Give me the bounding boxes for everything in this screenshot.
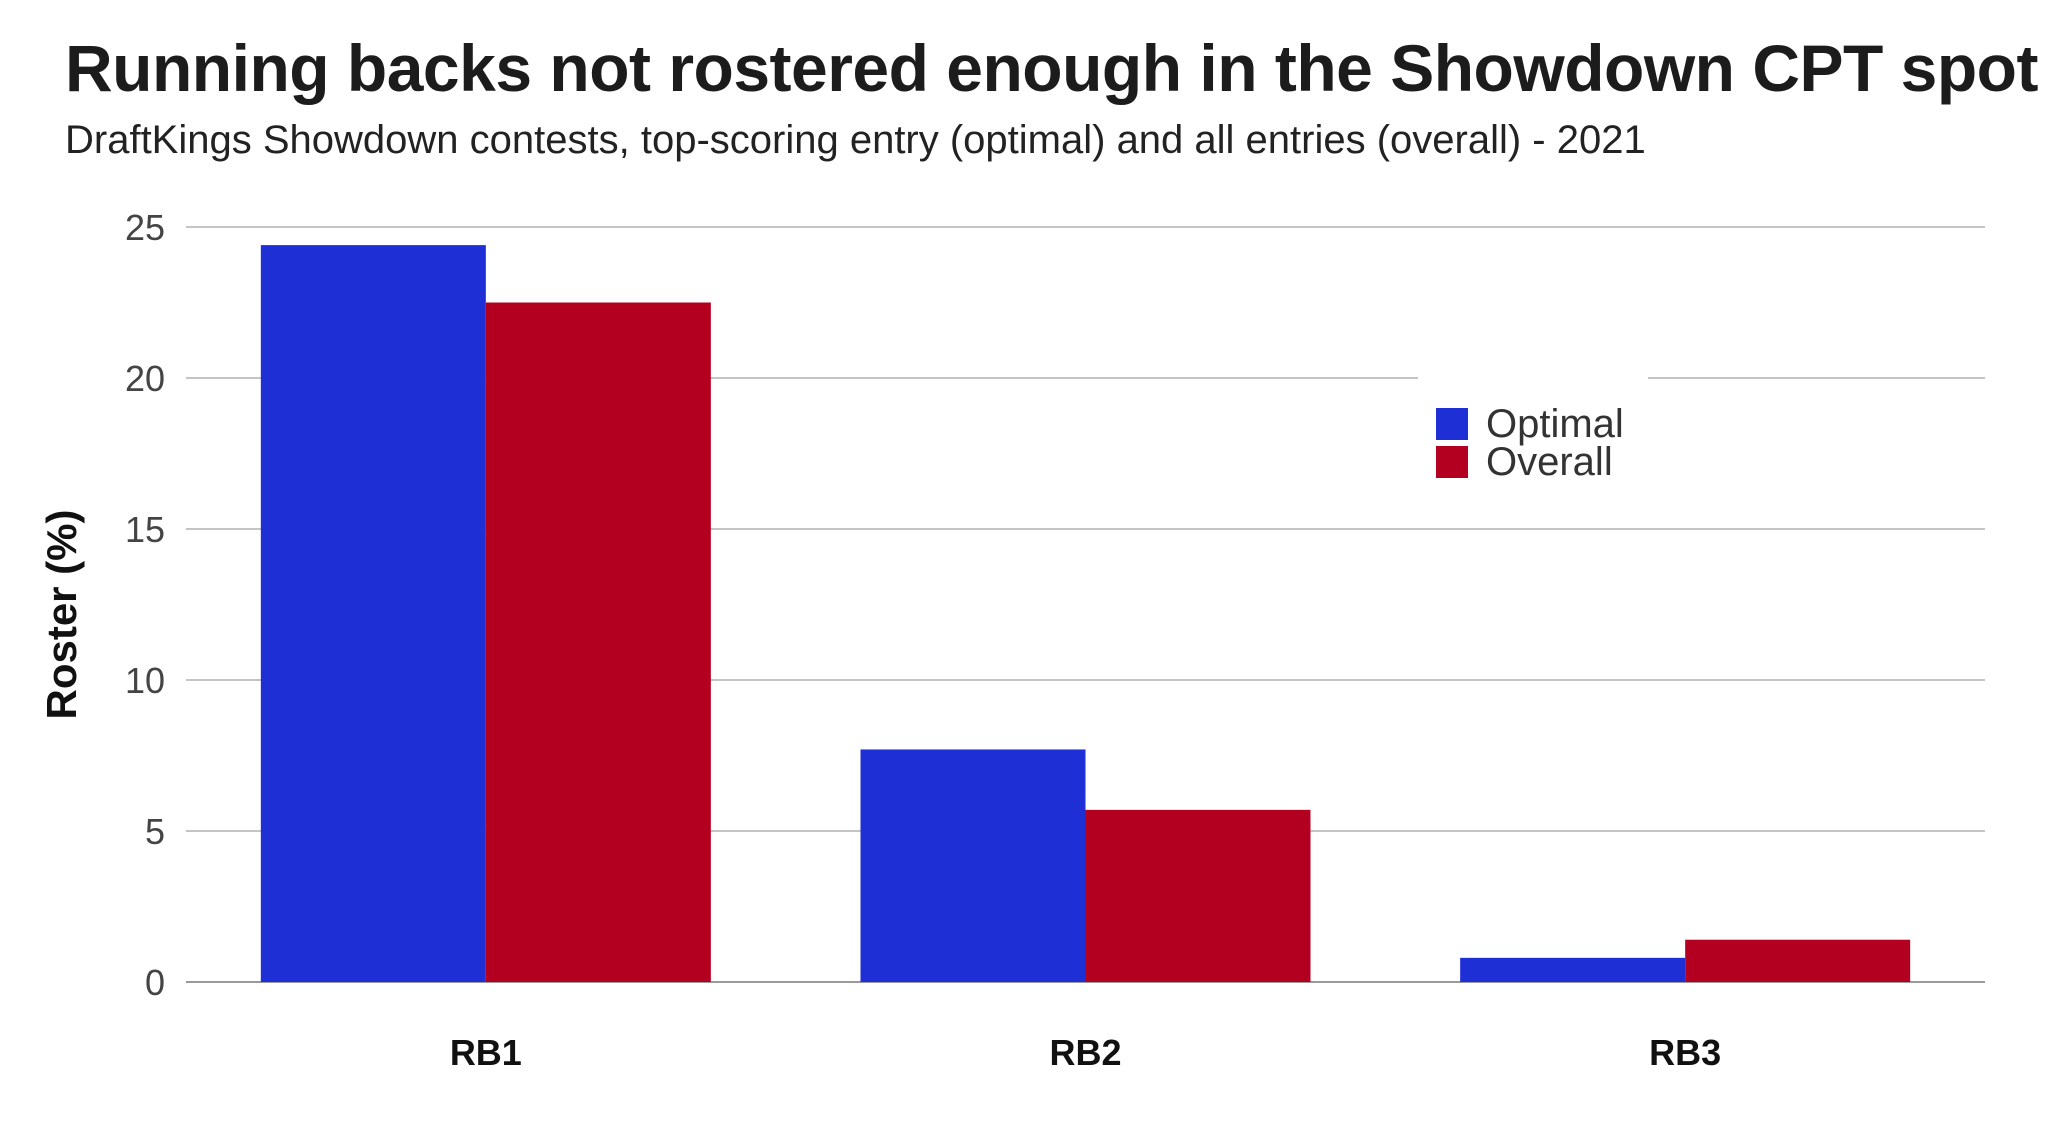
y-tick-label: 0 — [145, 962, 165, 1003]
bar-rb2-optimal — [860, 749, 1086, 982]
chart-subtitle: DraftKings Showdown contests, top-scorin… — [65, 118, 1646, 162]
y-tick-label: 20 — [125, 358, 165, 399]
axes: 0 5 10 15 20 25 RB1 RB2 RB3 Roster (%) — [38, 207, 1721, 1073]
y-tick-label: 10 — [125, 660, 165, 701]
bar-rb2-overall — [1085, 809, 1311, 982]
y-tick-label: 15 — [125, 509, 165, 550]
bar-rb1-overall — [485, 302, 711, 982]
y-tick-label: 5 — [145, 811, 165, 852]
legend-swatch-optimal — [1436, 408, 1468, 440]
bar-rb1-optimal — [260, 245, 486, 982]
bars — [260, 245, 1911, 982]
y-tick-label: 25 — [125, 207, 165, 248]
bar-rb3-optimal — [1460, 957, 1686, 982]
x-tick-label: RB1 — [450, 1032, 522, 1073]
legend-label-overall: Overall — [1486, 440, 1613, 484]
x-tick-label: RB3 — [1649, 1032, 1721, 1073]
bar-rb3-overall — [1685, 939, 1911, 982]
legend-label-optimal: Optimal — [1486, 402, 1624, 446]
chart-title: Running backs not rostered enough in the… — [65, 31, 2038, 105]
y-axis-title: Roster (%) — [38, 509, 85, 719]
x-tick-label: RB2 — [1049, 1032, 1121, 1073]
legend-swatch-overall — [1436, 446, 1468, 478]
